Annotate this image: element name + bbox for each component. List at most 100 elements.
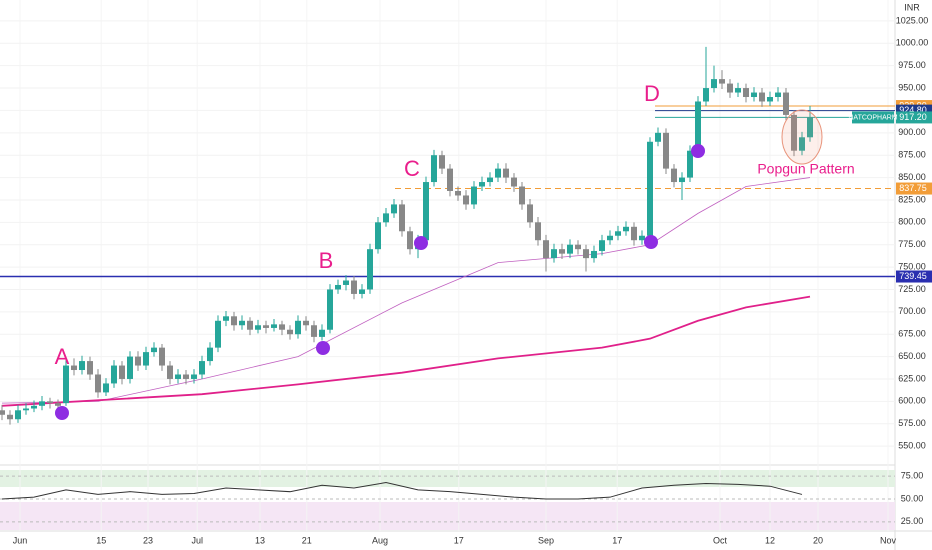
currency: INR [904,2,920,12]
candle-body [431,155,437,183]
check-icon [316,341,330,355]
candle-body [159,347,165,366]
check-icon [55,406,69,420]
candle-body [39,401,45,406]
candle-body [751,92,757,98]
x-tick-label: 21 [302,535,312,545]
y-tick-label: 875.00 [898,150,926,160]
y-tick-label: 750.00 [898,261,926,271]
candle-body [511,177,517,187]
candle-body [7,414,13,420]
candle-body [175,374,181,379]
candle-body [607,235,613,241]
candle-body [471,186,477,205]
y-tick-label: 600.00 [898,396,926,406]
y-tick-label: 550.00 [898,440,926,450]
y-tick-label: 725.00 [898,284,926,294]
candle-body [567,244,573,254]
candle-body [359,289,365,294]
candle-body [639,235,645,241]
rsi-band [0,470,895,487]
candle-body [447,168,453,191]
candle-body [743,88,749,98]
candle-body [407,231,413,250]
candle-body [127,356,133,379]
y-tick-label: 850.00 [898,172,926,182]
annotation: B [319,248,334,273]
candle-body [279,324,285,330]
candle-body [759,92,765,102]
candle-body [551,249,557,259]
candle-body [167,365,173,379]
y-tick-label: 1000.00 [896,38,929,48]
candle-body [55,403,61,406]
x-tick-label: Nov [880,535,897,545]
candle-body [311,325,317,337]
candle-body [767,97,773,102]
candle-body [111,365,117,384]
candle-body [263,325,269,328]
candle-body [655,132,661,142]
check-icon [644,235,658,249]
x-tick-label: 20 [813,535,823,545]
level-label: 924.80 [899,105,927,115]
y-tick-label: 950.00 [898,82,926,92]
candle-body [239,320,245,326]
candle-body [599,240,605,251]
annotation: A [55,344,70,369]
x-tick-label: Oct [713,535,728,545]
x-tick-label: Jul [191,535,203,545]
x-tick-label: 23 [143,535,153,545]
candle-body [727,83,733,93]
candle-body [439,155,445,169]
candle-body [671,168,677,183]
candle-body [191,374,197,379]
candle-body [687,150,693,178]
candle-body [31,405,37,409]
candle-body [103,383,109,393]
y-tick-label: 1025.00 [896,15,929,25]
candle-body [535,222,541,241]
annotation: Popgun Pattern [757,161,854,177]
candle-body [271,324,277,328]
candle-body [151,347,157,353]
plot [0,0,895,531]
x-tick-label: Sep [538,535,554,545]
candle-body [71,365,77,371]
candle-body [351,280,357,294]
candle-body [399,204,405,232]
candle-body [807,117,813,138]
x-tick-label: 15 [96,535,106,545]
x-tick-label: Jun [13,535,28,545]
y-tick-label: 775.00 [898,239,926,249]
candle-body [799,137,805,151]
x-tick-label: 12 [765,535,775,545]
candle-body [775,92,781,98]
candle-body [319,329,325,337]
x-tick-label: 13 [255,535,265,545]
candle-body [719,79,725,84]
annotation: C [404,156,420,181]
candle-body [527,204,533,223]
annotation: D [644,81,660,106]
check-icons [55,144,705,420]
y-tick-label: 700.00 [898,306,926,316]
candle-body [335,284,341,290]
symbol-box [852,111,894,124]
candle-body [199,361,205,375]
candle-body [391,204,397,214]
candle-body [327,289,333,330]
candle-body [215,320,221,348]
x-tick-label: Aug [372,535,388,545]
rsi-tick-label: 50.00 [901,493,924,503]
candle-body [423,182,429,241]
candle-body [503,168,509,178]
check-icon [414,236,428,250]
moving-average [1,177,811,404]
candle-body [695,101,701,151]
candle-body [231,316,237,326]
symbol-label: NATCOPHARM [848,114,897,121]
candle-body [711,79,717,89]
candle-body [575,244,581,250]
